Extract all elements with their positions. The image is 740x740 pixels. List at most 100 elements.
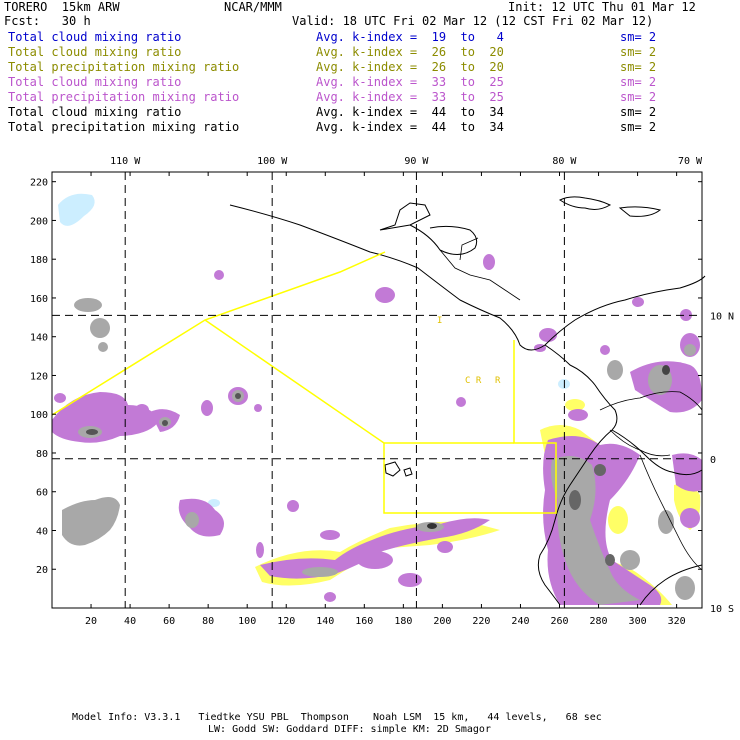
purple-mixing-patch: [539, 328, 557, 342]
gray-mixing-patch: [675, 576, 695, 600]
purple-mixing-patch: [320, 530, 340, 540]
legend-smoothing: sm= 2: [620, 45, 657, 59]
dark-core: [235, 393, 241, 399]
purple-mixing-patch: [254, 404, 262, 412]
purple-mixing-patch: [201, 400, 213, 416]
model-info-line: Model Info: V3.3.1 Tiedtke YSU PBL Thomp…: [72, 712, 602, 723]
gray-mixing-patch: [185, 512, 199, 528]
x-tick-label: 300: [629, 616, 647, 627]
legend-kindex: Avg. k-index = 26 to 20: [316, 60, 504, 74]
legend-smoothing: sm= 2: [620, 105, 657, 119]
x-tick-label: 140: [316, 616, 334, 627]
gray-mixing-patch: [98, 342, 108, 352]
border-line: [459, 237, 479, 261]
legend-smoothing: sm= 2: [620, 60, 657, 74]
legend-field: Total precipitation mixing ratio: [8, 60, 240, 74]
legend-kindex: Avg. k-index = 33 to 25: [316, 90, 504, 104]
dark-core: [605, 554, 615, 566]
gray-mixing-patch: [90, 318, 110, 338]
purple-mixing-patch: [52, 392, 160, 443]
physics-info-line: LW: Godd SW: Goddard DIFF: simple KM: 2D…: [208, 724, 491, 735]
y-tick-label: 40: [36, 526, 48, 537]
coastline: [618, 206, 662, 217]
org-label: NCAR/MMM: [224, 0, 282, 14]
legend-smoothing: sm= 2: [620, 75, 657, 89]
gray-mixing-patch: [607, 360, 623, 380]
x-tick-label: 220: [472, 616, 490, 627]
latitude-label: 10 N: [710, 311, 734, 322]
field-layer: [52, 193, 702, 605]
coastline: [611, 429, 703, 476]
light-blue-cloud-patch: [58, 193, 95, 226]
purple-mixing-patch: [260, 518, 490, 579]
purple-mixing-patch: [135, 404, 149, 416]
y-tick-label: 200: [30, 216, 48, 227]
light-blue-cloud-patch: [208, 499, 220, 507]
longitude-label: 110 W: [110, 156, 141, 167]
dark-core: [162, 420, 168, 426]
legend-kindex: Avg. k-index = 26 to 20: [316, 45, 504, 59]
init-time: Init: 12 UTC Thu 01 Mar 12: [508, 0, 696, 14]
longitude-label: 80 W: [552, 156, 577, 167]
region-letter: I: [437, 316, 442, 326]
y-tick-label: 140: [30, 333, 48, 344]
legend-field: Total precipitation mixing ratio: [8, 120, 240, 134]
coastline: [559, 196, 612, 210]
x-tick-label: 240: [511, 616, 529, 627]
border-line: [439, 249, 521, 301]
purple-mixing-patch: [357, 551, 393, 569]
x-tick-label: 100: [238, 616, 256, 627]
region-letter: R: [495, 376, 501, 386]
purple-mixing-patch: [256, 542, 264, 558]
coastline: [409, 224, 478, 255]
dark-core: [86, 429, 98, 435]
axes: 20 40 60 80 100 120 140 160 180 200 220 240 260 280 30…: [30, 156, 734, 627]
legend-field: Total cloud mixing ratio: [8, 30, 182, 44]
x-tick-label: 80: [202, 616, 214, 627]
purple-mixing-patch: [214, 270, 224, 280]
region-letter: C R: [465, 376, 482, 386]
gray-mixing-patch: [620, 550, 640, 570]
y-tick-label: 60: [36, 488, 48, 499]
purple-mixing-patch: [680, 309, 692, 321]
coastlines: [229, 196, 706, 606]
gray-mixing-patch: [658, 510, 674, 534]
purple-mixing-patch: [456, 397, 466, 407]
legend-field: Total precipitation mixing ratio: [8, 90, 240, 104]
purple-mixing-patch: [632, 297, 644, 307]
dark-core: [427, 523, 437, 529]
purple-mixing-patch: [483, 254, 495, 270]
y-tick-label: 180: [30, 255, 48, 266]
legend-kindex: Avg. k-index = 44 to 34: [316, 120, 504, 134]
legend-field: Total cloud mixing ratio: [8, 45, 182, 59]
purple-mixing-patch: [324, 592, 336, 602]
x-tick-label: 40: [124, 616, 136, 627]
purple-mixing-patch: [398, 573, 422, 587]
x-tick-label: 120: [277, 616, 295, 627]
x-tick-label: 200: [433, 616, 451, 627]
border-line: [609, 429, 671, 457]
purple-mixing-patch: [568, 409, 588, 421]
x-tick-label: 160: [355, 616, 373, 627]
legend-smoothing: sm= 2: [620, 90, 657, 104]
borders: [439, 237, 703, 571]
coastline: [639, 564, 703, 606]
longitude-label: 100 W: [257, 156, 288, 167]
coastline: [379, 202, 431, 231]
gray-mixing-patch: [74, 298, 102, 312]
x-tick-label: 60: [163, 616, 175, 627]
dark-core: [662, 365, 670, 375]
longitude-label: 70 W: [678, 156, 703, 167]
dark-core: [569, 490, 581, 510]
yellow-precip-patch: [608, 506, 628, 534]
x-tick-label: 280: [590, 616, 608, 627]
coastline: [384, 461, 401, 477]
legend-kindex: Avg. k-index = 19 to 4: [316, 30, 504, 44]
y-tick-label: 80: [36, 449, 48, 460]
purple-mixing-patch: [54, 393, 66, 403]
purple-mixing-patch: [600, 345, 610, 355]
y-tick-label: 120: [30, 371, 48, 382]
coastline: [544, 344, 618, 431]
gray-mixing-patch: [684, 344, 696, 356]
